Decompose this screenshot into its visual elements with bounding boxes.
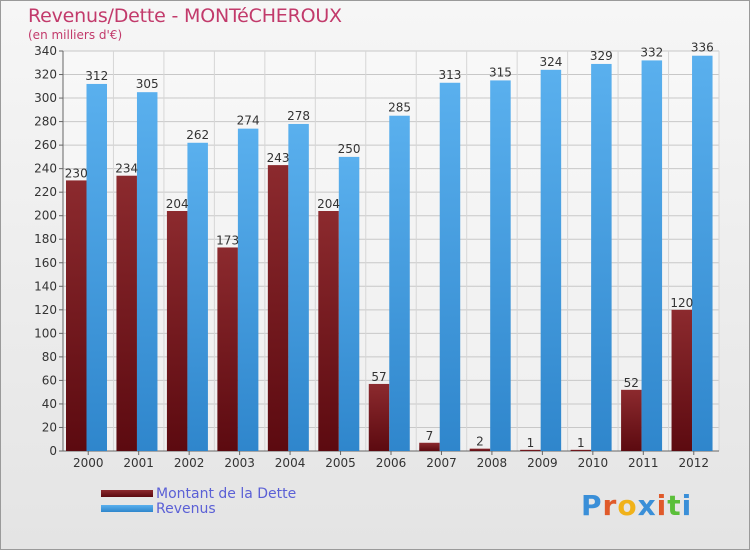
bar-revenue-2001 xyxy=(136,92,158,452)
y-tick-label: 240 xyxy=(34,162,57,176)
data-label-revenue-2003: 274 xyxy=(237,114,260,128)
bar-revenue-2004 xyxy=(288,123,309,452)
bar-revenue-2010 xyxy=(591,63,612,452)
data-label-revenue-2012: 336 xyxy=(691,41,714,55)
y-tick-label: 260 xyxy=(34,138,57,152)
x-tick-label-2004: 2004 xyxy=(275,456,306,470)
bar-debt-2006 xyxy=(368,383,390,451)
proxiti-logo: Proxiti xyxy=(581,489,692,522)
x-tick-label-2001: 2001 xyxy=(123,456,154,470)
data-label-revenue-2002: 262 xyxy=(186,128,209,142)
logo-letter: t xyxy=(667,489,682,522)
x-tick-label-2003: 2003 xyxy=(224,456,255,470)
data-label-debt-2003: 173 xyxy=(216,233,239,247)
data-label-debt-2007: 7 xyxy=(426,429,434,443)
logo-letter: x xyxy=(637,489,657,522)
bar-revenue-2008 xyxy=(490,80,511,451)
logo-letter: i xyxy=(681,489,693,522)
y-tick-label: 160 xyxy=(34,256,57,270)
x-tick-label-2007: 2007 xyxy=(426,456,457,470)
logo-letter: o xyxy=(617,489,638,522)
y-tick-label: 180 xyxy=(34,232,57,246)
bar-debt-2010 xyxy=(570,449,592,451)
bar-revenue-2012 xyxy=(692,55,713,452)
bar-revenue-2011 xyxy=(641,60,663,451)
legend-label-debt: Montant de la Dette xyxy=(156,486,297,502)
y-tick-label: 100 xyxy=(34,326,57,340)
data-label-debt-2000: 230 xyxy=(65,166,88,180)
data-label-debt-2004: 243 xyxy=(267,151,290,165)
data-label-revenue-2004: 278 xyxy=(287,109,310,123)
data-label-revenue-2005: 250 xyxy=(338,142,361,156)
data-label-debt-2009: 1 xyxy=(527,436,535,450)
bar-debt-2004 xyxy=(267,165,289,451)
bar-debt-2005 xyxy=(318,211,339,451)
bar-revenue-2002 xyxy=(187,142,208,451)
y-tick-label: 40 xyxy=(42,397,57,411)
bar-debt-2008 xyxy=(469,448,491,451)
bar-debt-2003 xyxy=(217,247,238,451)
data-label-revenue-2010: 329 xyxy=(590,49,613,63)
y-tick-label: 280 xyxy=(34,115,57,129)
y-tick-label: 0 xyxy=(49,444,57,458)
data-label-revenue-2008: 315 xyxy=(489,65,512,79)
chart-title: Revenus/Dette - MONTéCHEROUX xyxy=(28,5,342,27)
data-label-revenue-2006: 285 xyxy=(388,101,411,115)
y-tick-label: 340 xyxy=(34,44,57,58)
data-label-debt-2002: 204 xyxy=(166,197,189,211)
x-tick-label-2012: 2012 xyxy=(678,456,709,470)
bar-debt-2001 xyxy=(116,175,137,452)
data-label-debt-2011: 52 xyxy=(624,376,639,390)
bar-revenue-2009 xyxy=(540,69,562,451)
x-tick-label-2011: 2011 xyxy=(628,456,659,470)
data-label-revenue-2009: 324 xyxy=(539,55,562,69)
y-tick-label: 120 xyxy=(34,303,57,317)
data-label-debt-2012: 120 xyxy=(670,296,693,310)
x-tick-label-2010: 2010 xyxy=(578,456,609,470)
data-label-debt-2001: 234 xyxy=(115,162,138,176)
data-label-revenue-2007: 313 xyxy=(439,68,462,82)
bar-revenue-2006 xyxy=(389,115,410,452)
x-tick-label-2006: 2006 xyxy=(376,456,407,470)
bar-debt-2011 xyxy=(621,389,642,451)
y-tick-label: 80 xyxy=(42,350,57,364)
data-label-debt-2008: 2 xyxy=(476,435,484,449)
logo-letter: P xyxy=(581,489,603,522)
bar-revenue-2000 xyxy=(86,83,107,452)
x-tick-label-2002: 2002 xyxy=(174,456,205,470)
bar-debt-2012 xyxy=(671,309,693,451)
data-label-debt-2006: 57 xyxy=(371,370,386,384)
data-label-revenue-2011: 332 xyxy=(640,45,663,59)
y-tick-label: 300 xyxy=(34,91,57,105)
y-tick-label: 320 xyxy=(34,68,57,82)
chart-subtitle: (en milliers d'€) xyxy=(28,28,123,42)
y-tick-label: 140 xyxy=(34,279,57,293)
legend-label-revenue: Revenus xyxy=(156,501,216,517)
y-tick-label: 20 xyxy=(42,420,57,434)
bar-revenue-2003 xyxy=(237,128,259,451)
bar-debt-2002 xyxy=(166,211,188,451)
data-label-revenue-2001: 305 xyxy=(136,77,159,91)
legend-swatch-debt xyxy=(101,490,153,497)
y-tick-label: 60 xyxy=(42,373,57,387)
data-label-revenue-2000: 312 xyxy=(85,69,108,83)
logo-letter: r xyxy=(602,489,618,522)
x-tick-label-2008: 2008 xyxy=(477,456,508,470)
logo-letter: i xyxy=(656,489,668,522)
x-tick-label-2000: 2000 xyxy=(73,456,104,470)
x-tick-label-2009: 2009 xyxy=(527,456,558,470)
y-tick-label: 220 xyxy=(34,185,57,199)
bar-debt-2007 xyxy=(419,442,440,451)
bar-revenue-2005 xyxy=(338,156,360,451)
bar-revenue-2007 xyxy=(439,82,461,451)
data-label-debt-2005: 204 xyxy=(317,197,340,211)
legend-swatch-revenue xyxy=(101,505,153,512)
bar-debt-2000 xyxy=(66,180,87,452)
y-tick-label: 200 xyxy=(34,209,57,223)
data-label-debt-2010: 1 xyxy=(577,436,585,450)
bar-debt-2009 xyxy=(520,449,541,451)
x-tick-label-2005: 2005 xyxy=(325,456,356,470)
